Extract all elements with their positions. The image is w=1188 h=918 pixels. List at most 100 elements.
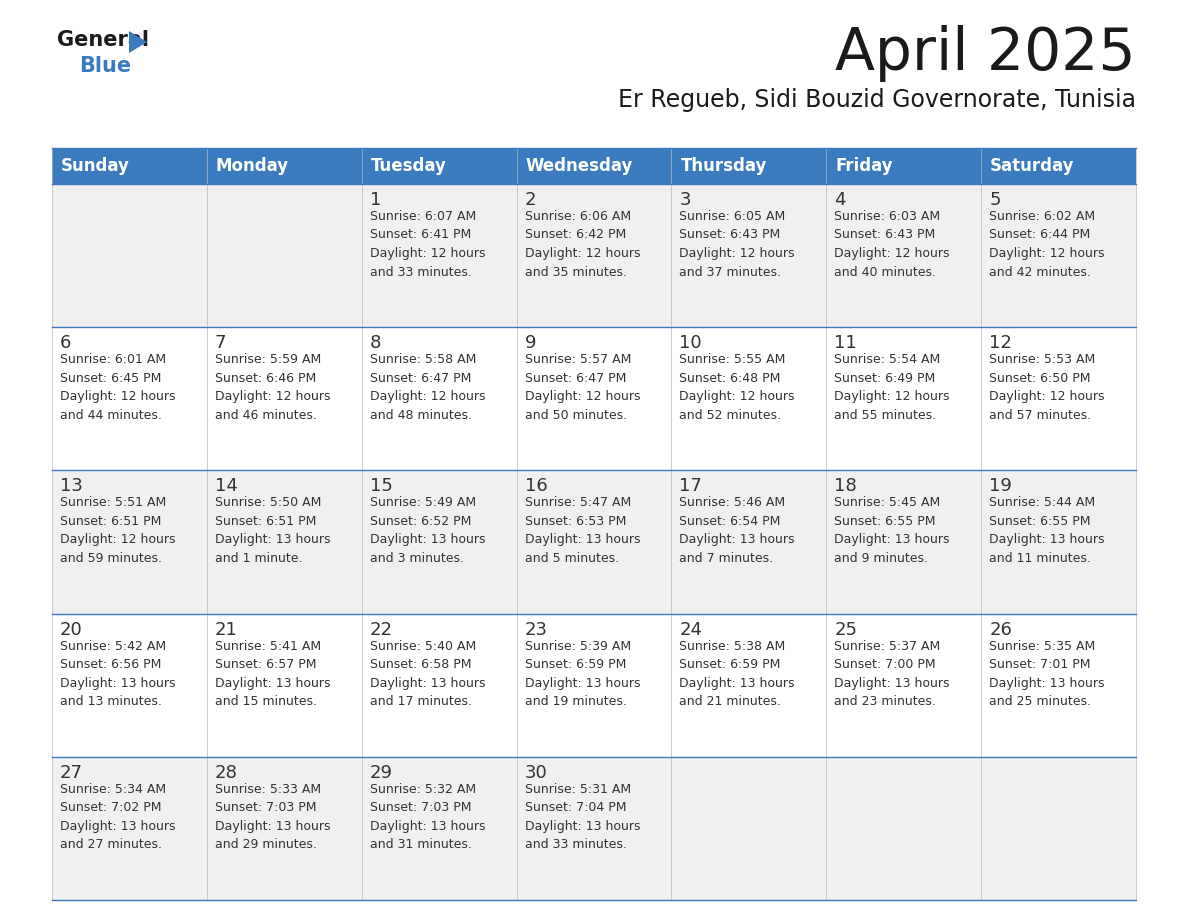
Text: 22: 22 [369,621,393,639]
Text: Sunrise: 5:54 AM
Sunset: 6:49 PM
Daylight: 12 hours
and 55 minutes.: Sunrise: 5:54 AM Sunset: 6:49 PM Dayligh… [834,353,949,421]
Bar [827,184,981,327]
Bar [361,148,517,184]
Text: Sunrise: 5:57 AM
Sunset: 6:47 PM
Daylight: 12 hours
and 50 minutes.: Sunrise: 5:57 AM Sunset: 6:47 PM Dayligh… [525,353,640,421]
Text: Monday: Monday [216,157,289,175]
Text: Sunrise: 5:41 AM
Sunset: 6:57 PM
Daylight: 13 hours
and 15 minutes.: Sunrise: 5:41 AM Sunset: 6:57 PM Dayligh… [215,640,330,708]
Bar [52,756,207,900]
Text: Sunrise: 5:44 AM
Sunset: 6:55 PM
Daylight: 13 hours
and 11 minutes.: Sunrise: 5:44 AM Sunset: 6:55 PM Dayligh… [990,497,1105,565]
Bar [671,327,827,470]
Text: Sunrise: 6:05 AM
Sunset: 6:43 PM
Daylight: 12 hours
and 37 minutes.: Sunrise: 6:05 AM Sunset: 6:43 PM Dayligh… [680,210,795,278]
Text: 24: 24 [680,621,702,639]
Bar [671,470,827,613]
Text: Sunrise: 5:45 AM
Sunset: 6:55 PM
Daylight: 13 hours
and 9 minutes.: Sunrise: 5:45 AM Sunset: 6:55 PM Dayligh… [834,497,949,565]
Text: Sunrise: 5:51 AM
Sunset: 6:51 PM
Daylight: 12 hours
and 59 minutes.: Sunrise: 5:51 AM Sunset: 6:51 PM Dayligh… [61,497,176,565]
Text: Sunrise: 5:35 AM
Sunset: 7:01 PM
Daylight: 13 hours
and 25 minutes.: Sunrise: 5:35 AM Sunset: 7:01 PM Dayligh… [990,640,1105,708]
Text: 9: 9 [525,334,536,353]
Text: 29: 29 [369,764,393,782]
Bar [981,184,1136,327]
Bar [207,470,361,613]
Bar [827,756,981,900]
Text: 13: 13 [61,477,83,496]
Text: 21: 21 [215,621,238,639]
Text: Sunrise: 5:47 AM
Sunset: 6:53 PM
Daylight: 13 hours
and 5 minutes.: Sunrise: 5:47 AM Sunset: 6:53 PM Dayligh… [525,497,640,565]
Bar [517,184,671,327]
Text: 16: 16 [525,477,548,496]
Text: 4: 4 [834,191,846,209]
Text: 18: 18 [834,477,857,496]
Text: 10: 10 [680,334,702,353]
Bar [671,184,827,327]
Text: Er Regueb, Sidi Bouzid Governorate, Tunisia: Er Regueb, Sidi Bouzid Governorate, Tuni… [618,88,1136,112]
Bar [981,613,1136,756]
Bar [981,327,1136,470]
Text: Sunrise: 6:03 AM
Sunset: 6:43 PM
Daylight: 12 hours
and 40 minutes.: Sunrise: 6:03 AM Sunset: 6:43 PM Dayligh… [834,210,949,278]
Text: Sunrise: 5:33 AM
Sunset: 7:03 PM
Daylight: 13 hours
and 29 minutes.: Sunrise: 5:33 AM Sunset: 7:03 PM Dayligh… [215,783,330,851]
Text: 3: 3 [680,191,691,209]
Text: April 2025: April 2025 [835,25,1136,82]
Text: 5: 5 [990,191,1000,209]
Text: Sunrise: 5:46 AM
Sunset: 6:54 PM
Daylight: 13 hours
and 7 minutes.: Sunrise: 5:46 AM Sunset: 6:54 PM Dayligh… [680,497,795,565]
Bar [361,613,517,756]
Text: Sunrise: 6:07 AM
Sunset: 6:41 PM
Daylight: 12 hours
and 33 minutes.: Sunrise: 6:07 AM Sunset: 6:41 PM Dayligh… [369,210,485,278]
Bar [52,148,207,184]
Bar [517,470,671,613]
Text: Sunrise: 5:38 AM
Sunset: 6:59 PM
Daylight: 13 hours
and 21 minutes.: Sunrise: 5:38 AM Sunset: 6:59 PM Dayligh… [680,640,795,708]
Text: 8: 8 [369,334,381,353]
Bar [52,613,207,756]
Text: Sunrise: 5:53 AM
Sunset: 6:50 PM
Daylight: 12 hours
and 57 minutes.: Sunrise: 5:53 AM Sunset: 6:50 PM Dayligh… [990,353,1105,421]
Text: 15: 15 [369,477,392,496]
Text: Sunrise: 5:50 AM
Sunset: 6:51 PM
Daylight: 13 hours
and 1 minute.: Sunrise: 5:50 AM Sunset: 6:51 PM Dayligh… [215,497,330,565]
Bar [827,470,981,613]
Bar [827,148,981,184]
Bar [671,756,827,900]
Bar [827,327,981,470]
Bar [981,756,1136,900]
Text: 20: 20 [61,621,83,639]
Text: 26: 26 [990,621,1012,639]
Bar [52,327,207,470]
Text: 25: 25 [834,621,858,639]
Bar [981,470,1136,613]
Text: Sunrise: 5:31 AM
Sunset: 7:04 PM
Daylight: 13 hours
and 33 minutes.: Sunrise: 5:31 AM Sunset: 7:04 PM Dayligh… [525,783,640,851]
Bar [52,470,207,613]
Bar [361,470,517,613]
Text: Sunrise: 6:06 AM
Sunset: 6:42 PM
Daylight: 12 hours
and 35 minutes.: Sunrise: 6:06 AM Sunset: 6:42 PM Dayligh… [525,210,640,278]
Text: Thursday: Thursday [681,157,766,175]
Text: Sunrise: 5:58 AM
Sunset: 6:47 PM
Daylight: 12 hours
and 48 minutes.: Sunrise: 5:58 AM Sunset: 6:47 PM Dayligh… [369,353,485,421]
Bar [981,148,1136,184]
Text: Sunrise: 5:40 AM
Sunset: 6:58 PM
Daylight: 13 hours
and 17 minutes.: Sunrise: 5:40 AM Sunset: 6:58 PM Dayligh… [369,640,485,708]
Polygon shape [129,31,147,53]
Bar [517,327,671,470]
Text: Sunrise: 6:01 AM
Sunset: 6:45 PM
Daylight: 12 hours
and 44 minutes.: Sunrise: 6:01 AM Sunset: 6:45 PM Dayligh… [61,353,176,421]
Bar [207,613,361,756]
Bar [517,148,671,184]
Text: Sunday: Sunday [61,157,129,175]
Text: 28: 28 [215,764,238,782]
Text: Sunrise: 5:55 AM
Sunset: 6:48 PM
Daylight: 12 hours
and 52 minutes.: Sunrise: 5:55 AM Sunset: 6:48 PM Dayligh… [680,353,795,421]
Text: Sunrise: 5:37 AM
Sunset: 7:00 PM
Daylight: 13 hours
and 23 minutes.: Sunrise: 5:37 AM Sunset: 7:00 PM Dayligh… [834,640,949,708]
Text: Sunrise: 5:42 AM
Sunset: 6:56 PM
Daylight: 13 hours
and 13 minutes.: Sunrise: 5:42 AM Sunset: 6:56 PM Dayligh… [61,640,176,708]
Text: Saturday: Saturday [990,157,1075,175]
Text: Sunrise: 5:49 AM
Sunset: 6:52 PM
Daylight: 13 hours
and 3 minutes.: Sunrise: 5:49 AM Sunset: 6:52 PM Dayligh… [369,497,485,565]
Text: 14: 14 [215,477,238,496]
Text: General: General [57,30,148,50]
Text: 11: 11 [834,334,857,353]
Bar [827,613,981,756]
Bar [517,613,671,756]
Text: 1: 1 [369,191,381,209]
Text: Wednesday: Wednesday [525,157,633,175]
Text: 27: 27 [61,764,83,782]
Bar [361,184,517,327]
Text: 23: 23 [525,621,548,639]
Bar [517,756,671,900]
Text: 30: 30 [525,764,548,782]
Text: Sunrise: 5:39 AM
Sunset: 6:59 PM
Daylight: 13 hours
and 19 minutes.: Sunrise: 5:39 AM Sunset: 6:59 PM Dayligh… [525,640,640,708]
Text: Sunrise: 5:59 AM
Sunset: 6:46 PM
Daylight: 12 hours
and 46 minutes.: Sunrise: 5:59 AM Sunset: 6:46 PM Dayligh… [215,353,330,421]
Bar [361,327,517,470]
Bar [671,148,827,184]
Text: Sunrise: 6:02 AM
Sunset: 6:44 PM
Daylight: 12 hours
and 42 minutes.: Sunrise: 6:02 AM Sunset: 6:44 PM Dayligh… [990,210,1105,278]
Text: 12: 12 [990,334,1012,353]
Bar [207,148,361,184]
Text: Tuesday: Tuesday [371,157,447,175]
Text: 19: 19 [990,477,1012,496]
